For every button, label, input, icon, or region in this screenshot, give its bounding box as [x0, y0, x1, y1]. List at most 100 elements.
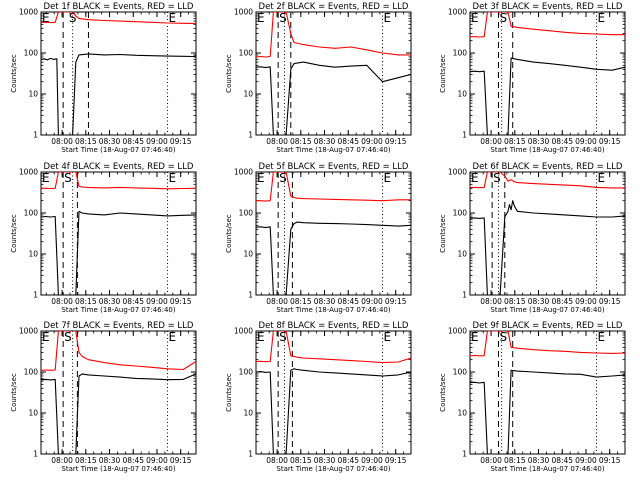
eclipse-label: E [42, 171, 50, 185]
eclipse-label: E [257, 11, 265, 25]
eclipse-label: E [598, 171, 606, 185]
x-tick-label: 08:00 [480, 297, 502, 306]
y-axis-label: Counts/sec [225, 214, 233, 253]
eclipse-label: E [471, 171, 479, 185]
y-tick-label: 10 [457, 409, 467, 418]
x-tick-label: 09:00 [575, 456, 597, 465]
x-tick-label: 09:15 [599, 137, 621, 146]
y-axis-label: Counts/sec [439, 54, 447, 93]
saa-label: S [499, 11, 507, 25]
y-tick-label: 10 [28, 250, 38, 259]
panel-title: Det 8f BLACK = Events, RED = LLD [259, 321, 409, 331]
y-tick-label: 1 [248, 131, 253, 140]
y-tick-label: 10 [243, 90, 253, 99]
x-axis-label: Start Time (18-Aug-07 07:46:40) [61, 146, 175, 154]
eclipse-label: E [42, 11, 50, 25]
panel-title: Det 2f BLACK = Events, RED = LLD [259, 2, 409, 12]
x-tick-label: 09:00 [361, 137, 383, 146]
plot-frame [40, 11, 197, 136]
y-tick-label: 1000 [448, 168, 467, 177]
x-axis-label: Start Time (18-Aug-07 07:46:40) [61, 306, 175, 314]
lld-series-line [41, 172, 196, 190]
y-tick-label: 1 [248, 450, 253, 459]
plot-frame [469, 11, 626, 136]
lld-series-line [470, 331, 625, 357]
eclipse-label: E [598, 330, 606, 344]
lld-series-line [470, 172, 625, 189]
plot-frame [469, 330, 626, 455]
plot-frame [40, 330, 197, 455]
x-tick-label: 08:00 [51, 297, 73, 306]
y-tick-label: 100 [453, 49, 468, 58]
y-tick-label: 100 [453, 368, 468, 377]
saa-label: S [493, 171, 501, 185]
y-tick-label: 1 [33, 131, 38, 140]
events-series-line [41, 210, 196, 295]
eclipse-label: E [598, 11, 606, 25]
x-tick-label: 08:15 [504, 297, 526, 306]
x-tick-label: 08:45 [337, 137, 359, 146]
y-tick-label: 10 [457, 90, 467, 99]
x-tick-label: 08:45 [337, 297, 359, 306]
y-axis-label: Counts/sec [439, 214, 447, 253]
y-tick-label: 1 [462, 131, 467, 140]
panel-det-9: Det 9f BLACK = Events, RED = LLD 1 10 100 10… [439, 321, 626, 473]
y-tick-label: 1 [33, 450, 38, 459]
eclipse-label: E [384, 330, 392, 344]
x-tick-label: 08:15 [75, 137, 97, 146]
y-tick-label: 1 [33, 291, 38, 300]
x-tick-label: 08:45 [551, 297, 573, 306]
x-tick-label: 08:30 [528, 137, 550, 146]
y-tick-label: 100 [24, 49, 39, 58]
y-tick-label: 100 [24, 209, 39, 218]
eclipse-label: E [257, 171, 265, 185]
x-tick-label: 08:15 [290, 137, 312, 146]
saa-label: S [64, 330, 72, 344]
eclipse-label: E [257, 330, 265, 344]
y-axis-label: Counts/sec [10, 214, 18, 253]
panel-det-3: Det 3f BLACK = Events, RED = LLD 1 10 100 10… [439, 2, 626, 154]
x-tick-label: 08:15 [504, 456, 526, 465]
y-tick-label: 1000 [234, 327, 253, 336]
panel-title: Det 9f BLACK = Events, RED = LLD [473, 321, 623, 331]
plot-frame [255, 171, 412, 296]
y-tick-label: 10 [243, 409, 253, 418]
panel-det-6: Det 6f BLACK = Events, RED = LLD 1 10 100 10… [439, 162, 626, 314]
y-tick-label: 1000 [448, 8, 467, 17]
y-tick-label: 1 [462, 291, 467, 300]
plot-frame [255, 11, 412, 136]
y-axis-label: Counts/sec [225, 373, 233, 412]
saa-label: S [279, 11, 287, 25]
x-tick-label: 08:45 [551, 456, 573, 465]
saa-label: S [279, 171, 287, 185]
plot-frame [469, 171, 626, 296]
x-axis-label: Start Time (18-Aug-07 07:46:40) [276, 306, 390, 314]
x-tick-label: 09:15 [385, 456, 407, 465]
eclipse-label: E [169, 11, 177, 25]
y-axis-label: Counts/sec [10, 54, 18, 93]
lld-series-line [470, 12, 625, 38]
saa-label: S [69, 11, 77, 25]
y-axis-label: Counts/sec [225, 54, 233, 93]
x-tick-label: 08:15 [75, 297, 97, 306]
y-tick-label: 1000 [19, 327, 38, 336]
x-tick-label: 09:15 [170, 456, 192, 465]
x-tick-label: 08:00 [480, 137, 502, 146]
x-tick-label: 08:15 [75, 456, 97, 465]
eclipse-label: E [169, 330, 177, 344]
x-axis-label: Start Time (18-Aug-07 07:46:40) [490, 146, 604, 154]
eclipse-label: E [42, 330, 50, 344]
y-tick-label: 1 [248, 291, 253, 300]
panel-title: Det 3f BLACK = Events, RED = LLD [473, 2, 623, 12]
x-tick-label: 08:15 [290, 456, 312, 465]
x-tick-label: 08:00 [51, 456, 73, 465]
x-axis-label: Start Time (18-Aug-07 07:46:40) [276, 465, 390, 473]
y-axis-label: Counts/sec [10, 373, 18, 412]
x-tick-label: 09:00 [146, 137, 168, 146]
y-axis-label: Counts/sec [439, 373, 447, 412]
panel-det-2: Det 2f BLACK = Events, RED = LLD 1 10 100 10… [225, 2, 412, 154]
x-axis-label: Start Time (18-Aug-07 07:46:40) [490, 306, 604, 314]
panel-det-8: Det 8f BLACK = Events, RED = LLD 1 10 100 10… [225, 321, 412, 473]
plot-frame [255, 330, 412, 455]
events-series-line [470, 200, 625, 295]
